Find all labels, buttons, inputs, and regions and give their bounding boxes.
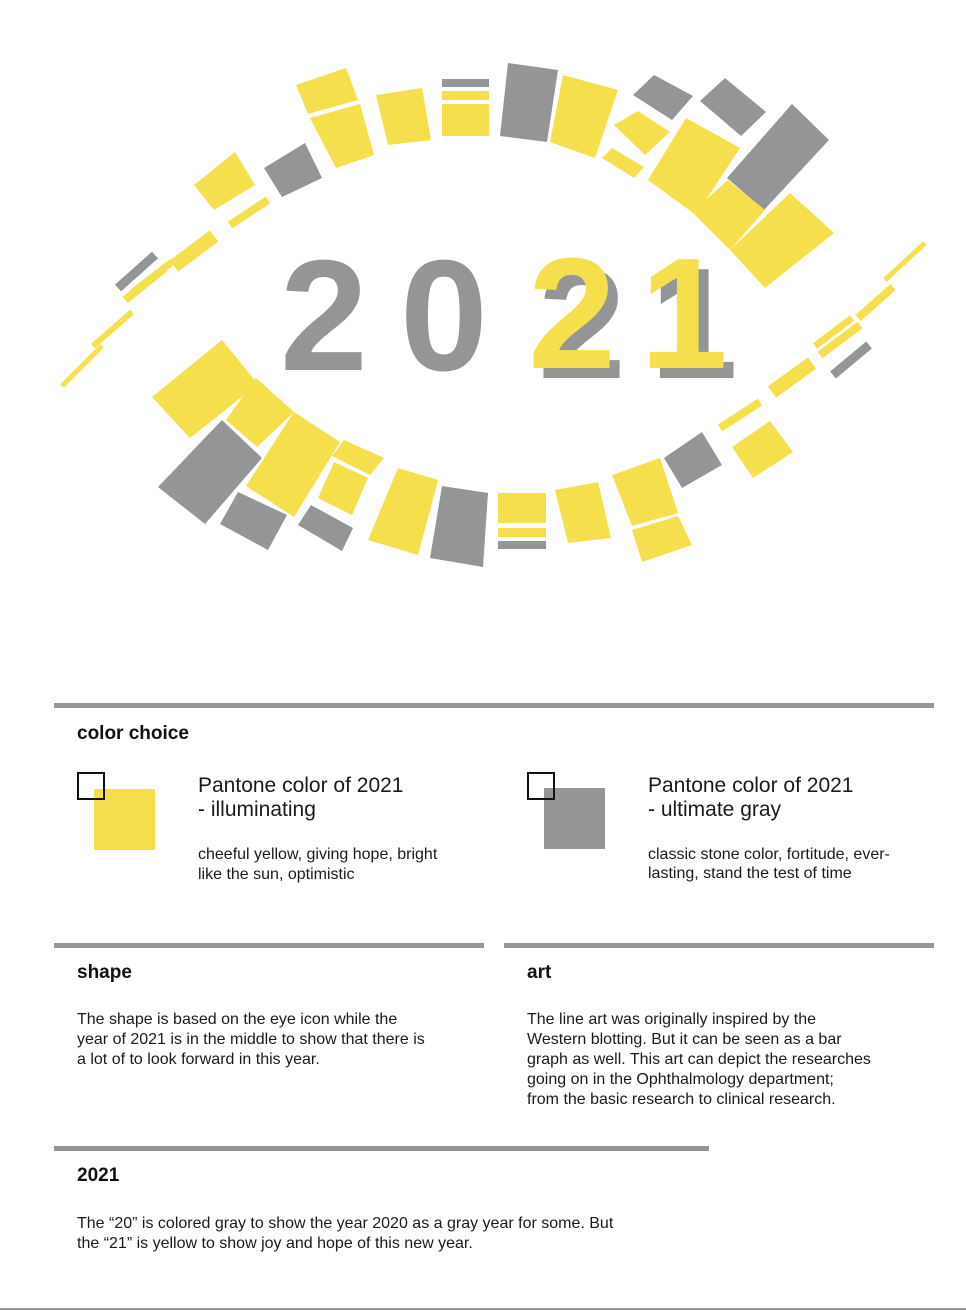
- color-choice-heading: color choice: [77, 723, 189, 744]
- year-divider: [54, 1146, 709, 1151]
- shape-text-line3: a lot of to look forward in this year.: [77, 1051, 320, 1068]
- year-digits: 2 0 2 1 2 1: [280, 226, 738, 412]
- color-choice-divider: [54, 703, 934, 708]
- year-heading: 2021: [77, 1165, 120, 1186]
- page-bottom-border: [0, 1308, 966, 1310]
- art-heading: art: [527, 962, 552, 983]
- digit-2-gray: 2: [280, 228, 368, 404]
- illuminating-desc-line2: like the sun, optimistic: [198, 866, 355, 883]
- shape-text-line2: year of 2021 is in the middle to show th…: [77, 1031, 425, 1048]
- lower-lid-blocks: [152, 241, 927, 567]
- digit-2-shadow: 2: [538, 236, 626, 412]
- illuminating-title-line1: Pantone color of 2021: [198, 774, 404, 797]
- shape-text-line1: The shape is based on the eye icon while…: [77, 1011, 398, 1028]
- ultimate-gray-desc-line2: lasting, stand the test of time: [648, 865, 852, 882]
- illuminating-desc-line1: cheeful yellow, giving hope, bright: [198, 846, 438, 863]
- year-text-line1: The “20” is colored gray to show the yea…: [77, 1215, 614, 1232]
- eye-artwork: 2 0 2 1 2 1: [60, 63, 927, 567]
- art-text-line1: The line art was originally inspired by …: [527, 1011, 817, 1028]
- upper-lid-blocks: [60, 63, 834, 388]
- art-text-line4: going on in the Ophthalmology department…: [527, 1071, 834, 1088]
- digit-2-yellow: 2: [528, 226, 616, 402]
- illuminating-title-line2: - illuminating: [198, 798, 316, 821]
- year-text-line2: the “21” is yellow to show joy and hope …: [77, 1235, 473, 1252]
- swatch-outline-square: [527, 772, 555, 800]
- shape-heading: shape: [77, 962, 132, 983]
- ultimate-gray-title-line1: Pantone color of 2021: [648, 774, 854, 797]
- swatch-outline-square: [77, 772, 105, 800]
- digit-0-gray: 0: [400, 228, 488, 404]
- art-text-line2: Western blotting. But it can be seen as …: [527, 1031, 842, 1048]
- ultimate-gray-desc-line1: classic stone color, fortitude, ever-: [648, 846, 890, 863]
- shape-divider: [54, 943, 484, 948]
- art-divider: [504, 943, 934, 948]
- ultimate-gray-title-line2: - ultimate gray: [648, 798, 782, 821]
- digit-1-shadow: 1: [650, 236, 738, 412]
- art-text-line5: from the basic research to clinical rese…: [527, 1091, 836, 1108]
- art-text-line3: graph as well. This art can depict the r…: [527, 1051, 871, 1068]
- digit-1-yellow: 1: [640, 226, 728, 402]
